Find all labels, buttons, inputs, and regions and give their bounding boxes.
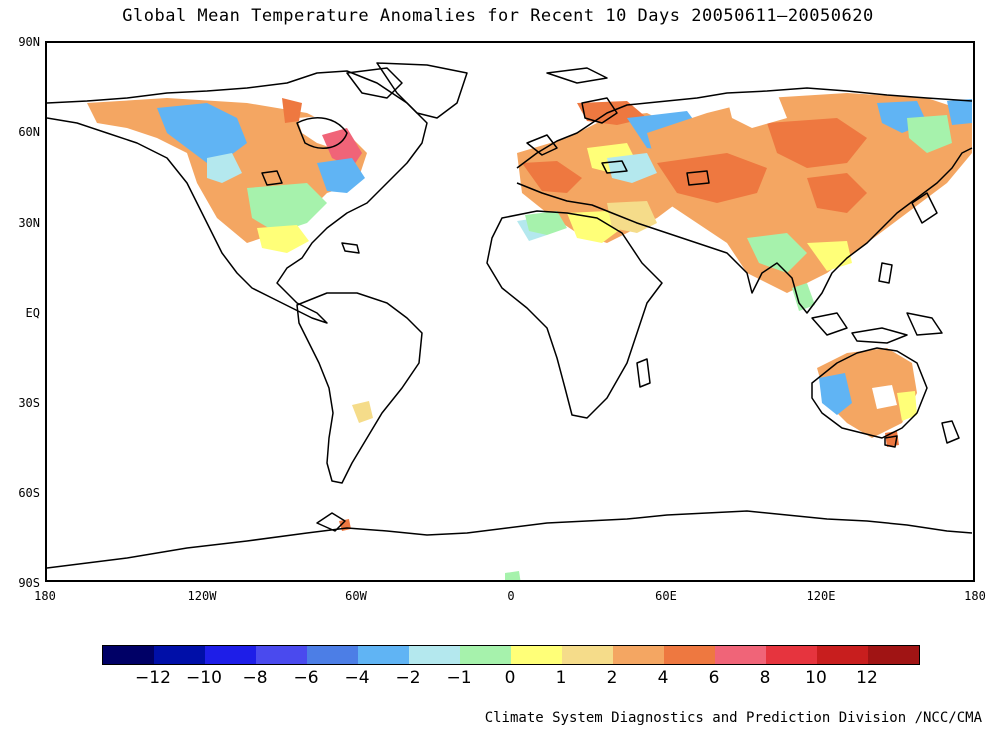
legend-label-5: −2: [395, 668, 421, 688]
lat-label-30n: 30N: [18, 216, 40, 230]
legend-label-6: −1: [446, 668, 472, 688]
color-legend: −12 −10 −8 −6 −4 −2 −1 0 1 2 4 6 8 10 12: [102, 645, 920, 688]
lon-label-120e: 120E: [806, 589, 836, 603]
lon-label-0: 0: [507, 589, 515, 603]
legend-swatch-12: [715, 646, 766, 664]
legend-swatch-2: [205, 646, 256, 664]
legend-swatch-13: [766, 646, 817, 664]
legend-swatch-14: [817, 646, 868, 664]
legend-swatch-3: [256, 646, 307, 664]
lon-label-120w: 120W: [187, 589, 217, 603]
map-title: Global Mean Temperature Anomalies for Re…: [122, 6, 874, 26]
legend-label-1: −10: [186, 668, 222, 688]
legend-label-8: 1: [555, 668, 567, 688]
legend-label-7: 0: [504, 668, 516, 688]
legend-label-12: 8: [759, 668, 771, 688]
lon-label-180e: 180: [964, 589, 986, 603]
legend-label-14: 12: [856, 668, 878, 688]
legend-swatch-4: [307, 646, 358, 664]
map-frame: [45, 41, 975, 582]
legend-label-2: −8: [242, 668, 268, 688]
legend-label-11: 6: [708, 668, 720, 688]
legend-swatch-9: [562, 646, 613, 664]
lat-label-30s: 30S: [18, 396, 40, 410]
lat-label-eq: EQ: [25, 306, 40, 320]
legend-color-bar: [102, 645, 920, 665]
legend-swatch-8: [511, 646, 562, 664]
legend-label-0: −12: [135, 668, 171, 688]
legend-swatch-1: [154, 646, 205, 664]
legend-label-3: −6: [293, 668, 319, 688]
lat-label-90n: 90N: [18, 35, 40, 49]
lon-label-180w: 180: [34, 589, 56, 603]
legend-swatch-7: [460, 646, 511, 664]
legend-swatch-15: [868, 646, 919, 664]
legend-swatch-6: [409, 646, 460, 664]
coastlines: [47, 62, 973, 569]
legend-label-4: −4: [344, 668, 370, 688]
legend-tick-labels: −12 −10 −8 −6 −4 −2 −1 0 1 2 4 6 8 10 12: [102, 665, 920, 688]
credit-text: Climate System Diagnostics and Predictio…: [484, 710, 982, 726]
lat-label-60s: 60S: [18, 486, 40, 500]
lat-label-60n: 60N: [18, 125, 40, 139]
legend-label-10: 4: [657, 668, 669, 688]
legend-label-9: 2: [606, 668, 618, 688]
legend-swatch-5: [358, 646, 409, 664]
legend-swatch-10: [613, 646, 664, 664]
lat-label-90s: 90S: [18, 576, 40, 590]
anomaly-shading: [87, 93, 972, 580]
legend-swatch-11: [664, 646, 715, 664]
lon-label-60w: 60W: [345, 589, 367, 603]
lon-label-60e: 60E: [655, 589, 677, 603]
legend-label-13: 10: [805, 668, 827, 688]
legend-swatch-0: [103, 646, 154, 664]
world-map: [47, 62, 973, 580]
